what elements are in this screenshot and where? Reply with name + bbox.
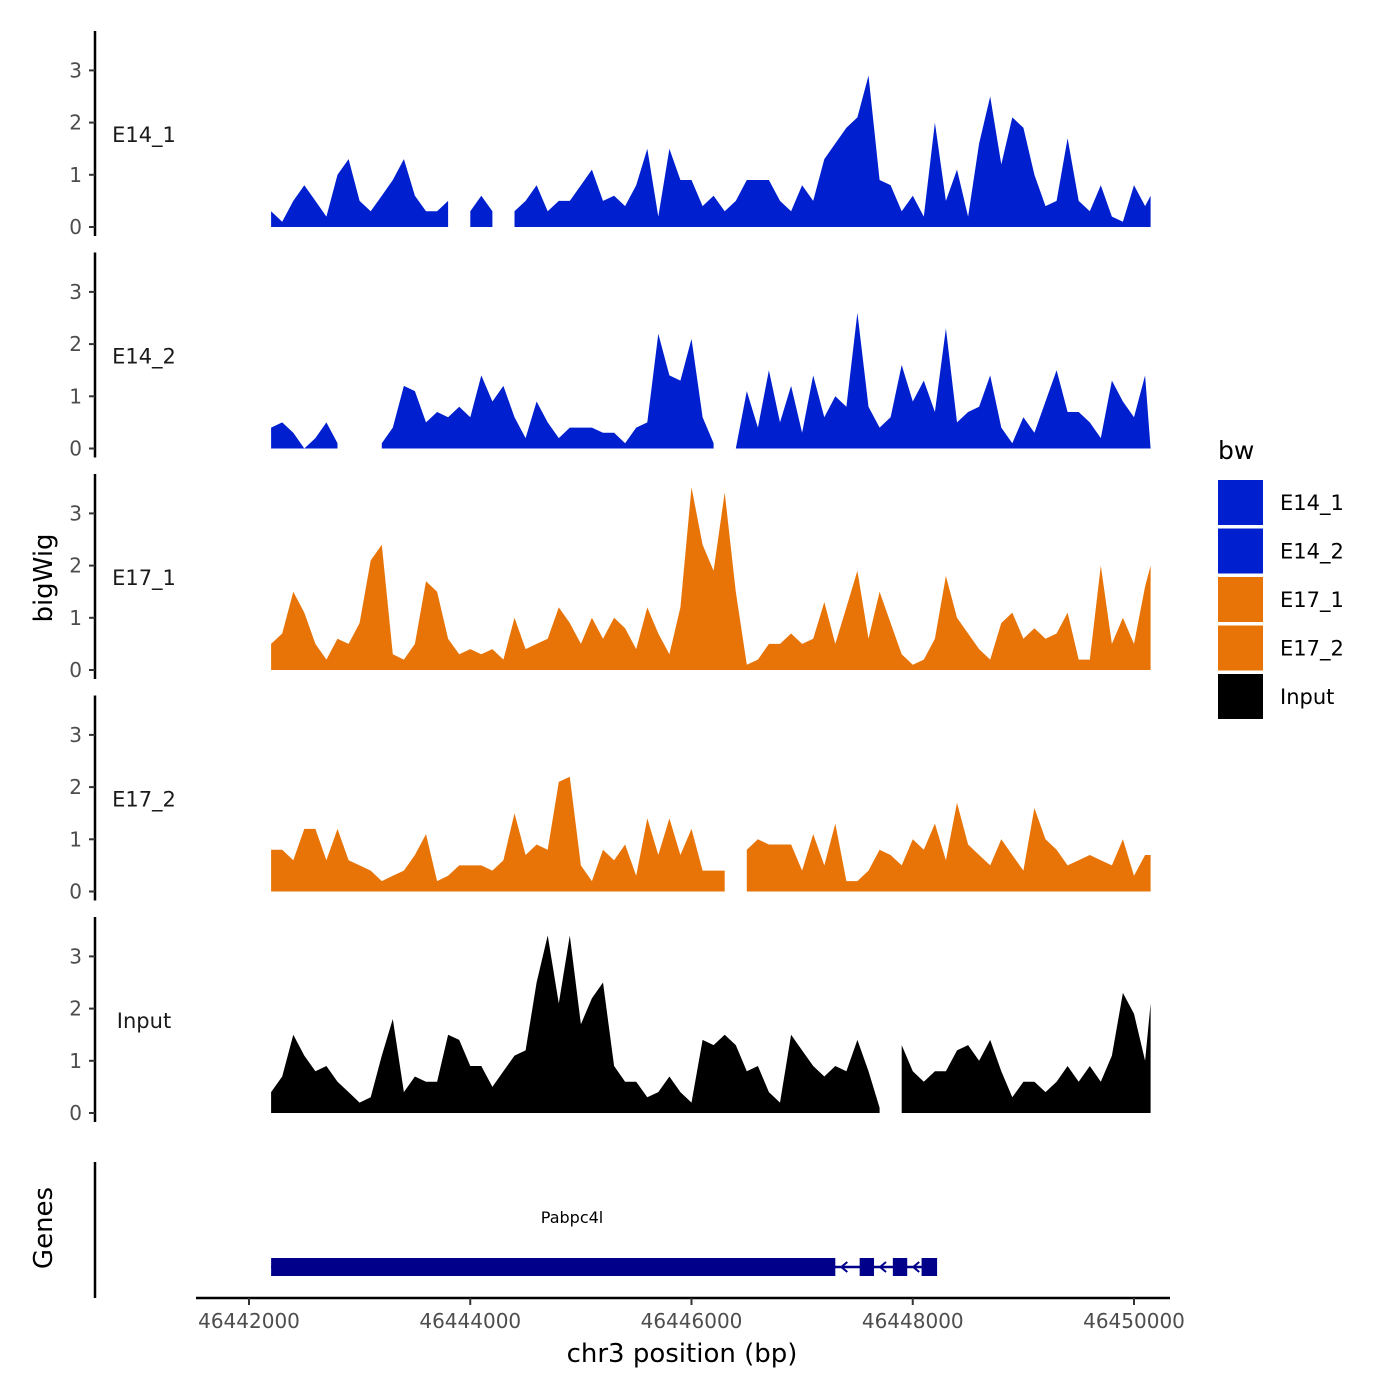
- y-tick-label: 2: [69, 111, 82, 135]
- coverage-area-E14_1: [514, 75, 1151, 227]
- y-axis-title: bigWig: [29, 533, 59, 622]
- x-tick-label: 46446000: [641, 1309, 743, 1333]
- track-label: E17_2: [112, 788, 176, 813]
- y-tick-label: 0: [69, 1101, 82, 1125]
- legend-item-Input: Input: [1218, 674, 1334, 719]
- gene-exon: [859, 1258, 875, 1276]
- genes-panel-title: Genes: [29, 1187, 59, 1269]
- legend-label: Input: [1280, 685, 1334, 709]
- y-tick-label: 0: [69, 215, 82, 239]
- gene-exon: [921, 1258, 938, 1276]
- gene-exon: [271, 1258, 836, 1276]
- y-tick-label: 1: [69, 384, 82, 408]
- legend: bw E14_1 E14_2 E17_1 E17_2 Input: [1218, 436, 1344, 719]
- legend-label: E14_1: [1280, 491, 1344, 516]
- y-tick-label: 3: [69, 944, 82, 968]
- y-tick-label: 2: [69, 997, 82, 1021]
- y-tick-label: 2: [69, 775, 82, 799]
- tracks-layer: 0 1 2 3 E14_1 0 1 2 3 E14_2 0 1 2 3 E17_1 0 1 2 3 E17_2 0 1 2 3…: [69, 31, 1151, 1125]
- legend-swatch: [1218, 625, 1263, 671]
- legend-item-E14_2: E14_2: [1218, 528, 1344, 574]
- x-axis-title: chr3 position (bp): [567, 1339, 798, 1369]
- legend-item-E14_1: E14_1: [1218, 480, 1344, 525]
- strand-arrow: [911, 1261, 920, 1273]
- coverage-area-Input: [901, 992, 1151, 1113]
- track-label: E14_1: [112, 123, 176, 148]
- x-axis: 46442000 46444000 46446000 46448000 46450000: [196, 1296, 1185, 1333]
- y-tick-label: 3: [69, 501, 82, 525]
- track-label: E17_1: [112, 566, 176, 591]
- track-E17_2: 0 1 2 3 E17_2: [69, 695, 1151, 904]
- strand-arrow: [839, 1261, 848, 1273]
- x-tick-label: 46450000: [1083, 1309, 1185, 1333]
- y-tick-label: 1: [69, 827, 82, 851]
- track-label: Input: [117, 1009, 171, 1033]
- y-tick-label: 1: [69, 163, 82, 187]
- gene-name-label: Pabpc4l: [541, 1208, 603, 1227]
- y-tick-label: 3: [69, 723, 82, 747]
- coverage-area-E14_1: [470, 195, 493, 227]
- coverage-area-E17_1: [271, 487, 1151, 670]
- coverage-area-E14_2: [735, 312, 1151, 449]
- legend-title: bw: [1218, 436, 1254, 465]
- coverage-area-E14_1: [271, 159, 449, 227]
- track-E14_1: 0 1 2 3 E14_1: [69, 31, 1151, 239]
- y-tick-label: 2: [69, 554, 82, 578]
- gene-exon: [892, 1258, 908, 1276]
- x-tick-label: 46444000: [419, 1309, 521, 1333]
- y-tick-label: 3: [69, 280, 82, 304]
- coverage-area-Input: [271, 935, 880, 1113]
- track-E14_2: 0 1 2 3 E14_2: [69, 252, 1151, 461]
- legend-swatch: [1218, 480, 1263, 525]
- gene-Pabpc4l: Pabpc4l: [271, 1208, 938, 1276]
- track-Input: 0 1 2 3 Input: [69, 917, 1151, 1125]
- legend-swatch: [1218, 528, 1263, 574]
- y-tick-label: 3: [69, 58, 82, 82]
- y-tick-label: 0: [69, 880, 82, 904]
- strand-arrow: [878, 1261, 887, 1273]
- y-tick-label: 1: [69, 1049, 82, 1073]
- coverage-area-E14_2: [271, 422, 338, 449]
- coverage-area-E17_2: [746, 802, 1151, 892]
- y-tick-label: 2: [69, 332, 82, 356]
- y-tick-label: 0: [69, 658, 82, 682]
- track-E17_1: 0 1 2 3 E17_1: [69, 474, 1151, 682]
- coverage-area-E17_2: [271, 776, 725, 892]
- legend-swatch: [1218, 577, 1263, 622]
- coverage-area-E14_2: [381, 333, 714, 449]
- y-tick-label: 1: [69, 606, 82, 630]
- y-tick-label: 0: [69, 437, 82, 461]
- legend-item-E17_2: E17_2: [1218, 625, 1344, 671]
- track-label: E14_2: [112, 345, 176, 370]
- legend-label: E17_2: [1280, 637, 1344, 662]
- x-tick-label: 46448000: [862, 1309, 964, 1333]
- x-tick-label: 46442000: [198, 1309, 300, 1333]
- legend-label: E14_2: [1280, 540, 1344, 565]
- legend-item-E17_1: E17_1: [1218, 577, 1344, 622]
- genes-panel: Pabpc4l: [93, 1162, 938, 1298]
- legend-swatch: [1218, 674, 1263, 719]
- legend-label: E17_1: [1280, 588, 1344, 613]
